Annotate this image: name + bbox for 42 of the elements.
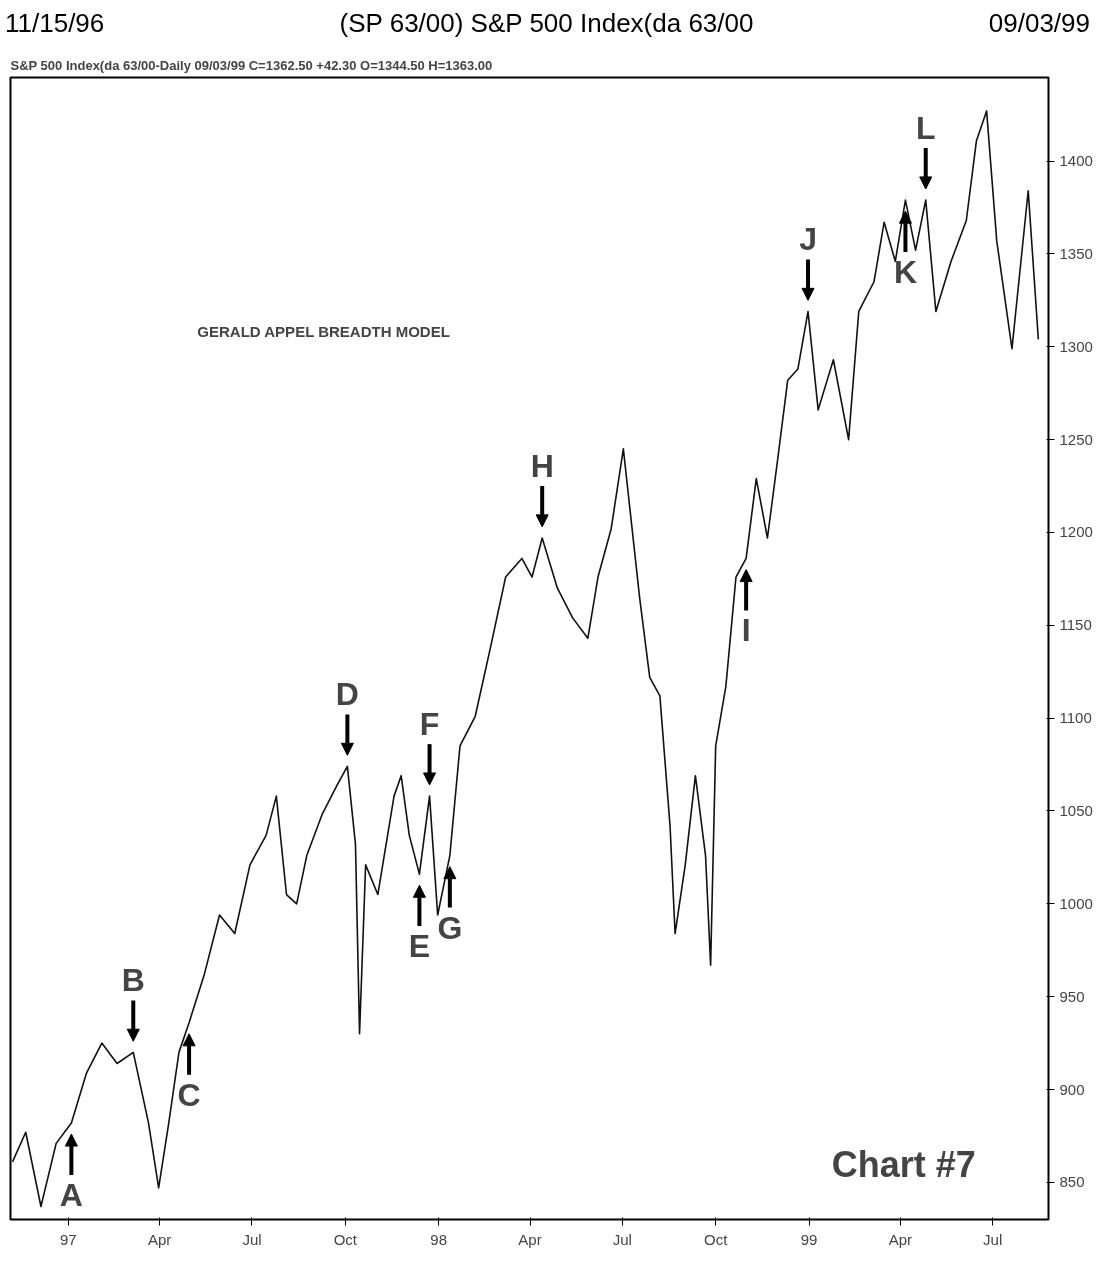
- x-tick-label: 99: [800, 1230, 818, 1248]
- x-tick-label: Apr: [518, 1230, 542, 1248]
- x-tick-label: Oct: [333, 1230, 358, 1248]
- chart-title: (SP 63/00) S&P 500 Index(da 63/00: [339, 7, 754, 40]
- x-tick-label: Apr: [888, 1230, 913, 1248]
- annotation: C: [177, 1076, 201, 1113]
- annotation: GERALD APPEL BREADTH MODEL: [197, 323, 450, 341]
- annotation: E: [408, 928, 431, 965]
- y-tick-label: 1300: [1059, 337, 1093, 355]
- y-tick-label: 1100: [1059, 709, 1092, 727]
- annotation: L: [915, 110, 936, 147]
- y-tick-label: 1250: [1059, 430, 1093, 448]
- annotation: Chart #7: [831, 1144, 976, 1186]
- annotation: I: [741, 612, 751, 649]
- y-tick-label: 900: [1059, 1080, 1085, 1098]
- chart-subtitle: S&P 500 Index(da 63/00-Daily 09/03/99 C=1362.50 +42.30 O=1344.50 H=1363.00: [10, 57, 493, 73]
- annotation: H: [530, 448, 554, 485]
- x-tick-label: Oct: [704, 1230, 729, 1248]
- y-tick-label: 1200: [1059, 523, 1093, 541]
- x-tick-label: Apr: [147, 1230, 172, 1248]
- y-tick-label: 850: [1059, 1173, 1085, 1191]
- annotation: B: [121, 962, 145, 999]
- text: 11/15/96: [5, 7, 105, 40]
- annotation: G: [437, 909, 463, 946]
- y-tick-label: 1350: [1059, 244, 1093, 262]
- x-tick-label: 98: [430, 1230, 448, 1248]
- x-tick-label: Jul: [242, 1230, 262, 1248]
- annotation: A: [59, 1176, 83, 1213]
- y-tick-label: 1400: [1059, 152, 1093, 170]
- y-tick-label: 1050: [1059, 801, 1093, 819]
- x-tick-label: Jul: [983, 1230, 1003, 1248]
- y-tick-label: 1000: [1059, 894, 1093, 912]
- x-tick-label: Jul: [612, 1230, 632, 1248]
- annotation: J: [799, 221, 817, 258]
- annotation: F: [419, 706, 440, 743]
- x-tick-label: 97: [59, 1230, 77, 1248]
- text: 09/03/99: [988, 7, 1090, 40]
- y-tick-label: 1150: [1059, 616, 1092, 634]
- annotation: D: [335, 676, 359, 713]
- y-tick-label: 950: [1059, 987, 1085, 1005]
- annotation: K: [893, 254, 917, 291]
- line-series: [11, 110, 1040, 1208]
